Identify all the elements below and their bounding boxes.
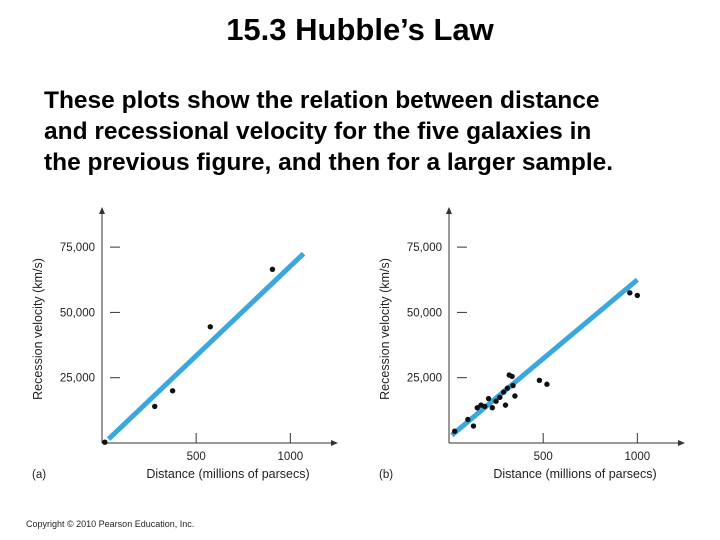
- chart-b-svg: 25,000 50,000 75,000 500 1000 Distance (milli…: [378, 207, 685, 481]
- data-point: [509, 373, 515, 380]
- x-tick-label: 1000: [625, 451, 651, 463]
- data-point: [489, 405, 496, 411]
- data-point: [465, 416, 471, 423]
- panel-label: (a): [32, 469, 46, 481]
- data-point: [536, 377, 543, 384]
- data-point: [169, 388, 176, 394]
- x-axis-label: Distance (millions of parsecs): [146, 467, 309, 481]
- y-axis-label: Recession velocity (km/s): [31, 258, 45, 400]
- y-tick-label: 50,000: [407, 307, 442, 319]
- y-tick-label: 50,000: [60, 307, 95, 319]
- data-point: [544, 381, 550, 387]
- data-point: [497, 394, 503, 400]
- data-point: [500, 389, 507, 395]
- x-axis-label: Distance (millions of parsecs): [493, 467, 656, 481]
- x-tick-label: 1000: [278, 451, 304, 463]
- data-point: [451, 428, 458, 434]
- chart-b: 25,000 50,000 75,000 500 1000 Distance (milli…: [357, 195, 717, 495]
- data-point: [512, 393, 518, 399]
- data-point: [485, 395, 492, 402]
- data-point: [102, 439, 108, 445]
- description-line: These plots show the relation between di…: [44, 87, 600, 114]
- data-point: [493, 398, 499, 404]
- page-title: 15.3 Hubble’s Law: [226, 12, 494, 47]
- y-tick-label: 25,000: [60, 373, 95, 385]
- chart-a-svg: 25,000 50,000 75,000 500 1000 Distance (milli…: [31, 207, 338, 481]
- x-tick-label: 500: [534, 451, 553, 463]
- y-axis-label: Recession velocity (km/s): [378, 258, 392, 400]
- y-tick-label: 25,000: [407, 373, 442, 385]
- description-line: and recessional velocity for the five ga…: [44, 118, 592, 145]
- fit-line: [106, 251, 306, 441]
- description-text: These plots show the relation between di…: [44, 85, 704, 178]
- data-point: [152, 403, 158, 410]
- data-point: [470, 423, 477, 429]
- data-point: [504, 385, 511, 391]
- x-tick-label: 500: [187, 451, 206, 463]
- data-point: [269, 266, 276, 273]
- data-point: [634, 292, 641, 299]
- fit-line: [450, 277, 639, 438]
- y-axis-arrow: [99, 207, 105, 214]
- data-point: [482, 403, 488, 410]
- x-axis-arrow: [678, 440, 685, 446]
- chart-a: 25,000 50,000 75,000 500 1000 Distance (milli…: [10, 195, 370, 495]
- data-point: [627, 290, 633, 296]
- data-point: [207, 324, 213, 330]
- panel-label: (b): [379, 469, 393, 481]
- y-tick-label: 75,000: [407, 242, 442, 254]
- data-point: [510, 382, 516, 389]
- y-tick-label: 75,000: [60, 242, 95, 254]
- y-axis-arrow: [446, 207, 452, 214]
- x-axis-arrow: [331, 440, 338, 446]
- description-line: the previous figure, and then for a larg…: [44, 149, 614, 176]
- data-point: [502, 402, 509, 408]
- copyright-text: Copyright © 2010 Pearson Education, Inc.: [26, 519, 195, 529]
- data-point: [474, 405, 480, 411]
